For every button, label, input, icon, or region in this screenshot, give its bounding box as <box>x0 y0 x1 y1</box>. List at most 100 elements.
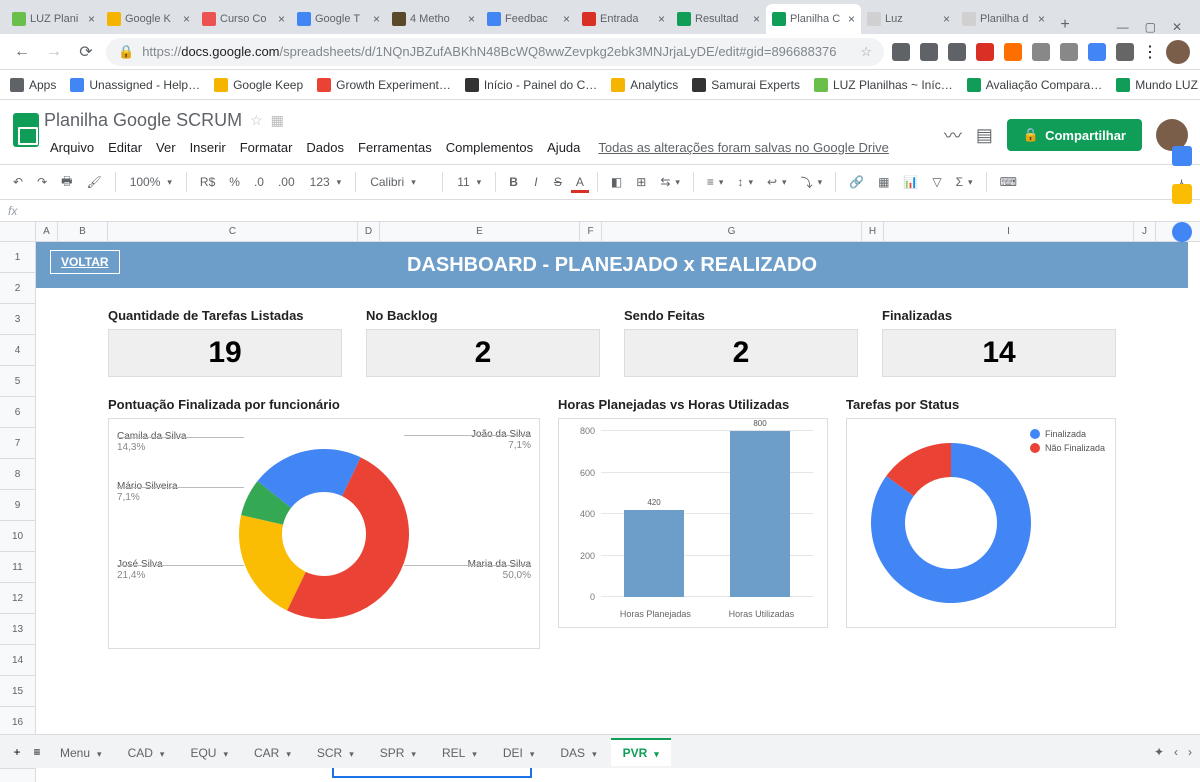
menu-item[interactable]: Ver <box>150 136 182 159</box>
column-header[interactable]: J <box>1134 222 1156 241</box>
menu-icon[interactable]: ⋮ <box>1142 42 1158 62</box>
strike-button[interactable]: S <box>549 171 567 193</box>
menu-item[interactable]: Complementos <box>440 136 539 159</box>
calendar-icon[interactable] <box>1172 146 1192 166</box>
column-header[interactable]: D <box>358 222 380 241</box>
tab-close-icon[interactable]: × <box>943 12 950 26</box>
tab-close-icon[interactable]: × <box>1038 12 1045 26</box>
browser-tab[interactable]: Google K× <box>101 4 196 34</box>
close-window-button[interactable]: ✕ <box>1172 20 1182 34</box>
bookmark-item[interactable]: Avaliação Compara… <box>967 78 1103 92</box>
row-header[interactable]: 8 <box>0 459 35 490</box>
font-size-select[interactable]: 11 <box>451 173 487 191</box>
browser-tab[interactable]: LUZ Plani× <box>6 4 101 34</box>
functions-button[interactable]: Σ <box>951 171 978 193</box>
filter-button[interactable]: ▽ <box>927 171 946 193</box>
row-header[interactable]: 10 <box>0 521 35 552</box>
explore-fab[interactable]: ✦ <box>1154 745 1164 759</box>
tab-close-icon[interactable]: × <box>88 12 95 26</box>
menu-item[interactable]: Inserir <box>184 136 232 159</box>
comment-button[interactable]: ▦ <box>873 171 894 193</box>
extension-icon[interactable] <box>1004 43 1022 61</box>
spreadsheet-grid[interactable]: 1234567891011121314151617 ABCDEFGHIJ VOL… <box>0 222 1200 782</box>
comments-icon[interactable]: ▤ <box>976 125 993 146</box>
extension-icon[interactable] <box>1116 43 1134 61</box>
tab-close-icon[interactable]: × <box>468 12 475 26</box>
reload-button[interactable]: ⟳ <box>74 40 98 64</box>
menu-item[interactable]: Ferramentas <box>352 136 438 159</box>
bookmark-item[interactable]: Mundo LUZ - Planil… <box>1116 78 1200 92</box>
cells-area[interactable]: ABCDEFGHIJ VOLTAR DASHBOARD - PLANEJADO … <box>36 222 1200 782</box>
bookmark-item[interactable]: Growth Experiment… <box>317 78 451 92</box>
sheet-tab[interactable]: DEI <box>491 738 547 766</box>
row-header[interactable]: 13 <box>0 614 35 645</box>
new-tab-button[interactable]: + <box>1051 16 1079 34</box>
url-input[interactable]: 🔒 https://docs.google.com/spreadsheets/d… <box>106 38 884 66</box>
browser-tab[interactable]: 4 Metho× <box>386 4 481 34</box>
column-header[interactable]: C <box>108 222 358 241</box>
decrease-decimal-button[interactable]: .0 <box>249 171 269 193</box>
extension-icon[interactable] <box>1060 43 1078 61</box>
menu-item[interactable]: Dados <box>300 136 350 159</box>
star-icon[interactable]: ☆ <box>860 44 872 60</box>
paint-format-button[interactable]: 🖌 <box>81 171 106 193</box>
browser-tab[interactable]: Planilha C× <box>766 4 861 34</box>
maximize-button[interactable]: ▢ <box>1145 20 1156 34</box>
borders-button[interactable]: ⊞ <box>631 171 651 193</box>
menu-item[interactable]: Ajuda <box>541 136 586 159</box>
row-header[interactable]: 3 <box>0 304 35 335</box>
column-header[interactable]: B <box>58 222 108 241</box>
browser-tab[interactable]: Entrada× <box>576 4 671 34</box>
redo-button[interactable]: ↷ <box>32 171 52 193</box>
italic-button[interactable]: I <box>527 171 545 193</box>
sheet-tab[interactable]: CAD <box>116 738 177 766</box>
halign-button[interactable]: ≡ <box>702 171 729 193</box>
row-header[interactable]: 11 <box>0 552 35 583</box>
column-header[interactable]: A <box>36 222 58 241</box>
folder-icon[interactable]: ▦ <box>271 112 284 129</box>
row-header[interactable]: 9 <box>0 490 35 521</box>
row-header[interactable]: 14 <box>0 645 35 676</box>
browser-tab[interactable]: Google T× <box>291 4 386 34</box>
row-header[interactable]: 2 <box>0 273 35 304</box>
extension-icon[interactable] <box>920 43 938 61</box>
extension-icon[interactable] <box>976 43 994 61</box>
explore-icon[interactable]: 〰 <box>944 122 962 148</box>
increase-decimal-button[interactable]: .00 <box>273 171 300 193</box>
bookmark-item[interactable]: Apps <box>10 78 56 92</box>
column-header[interactable]: I <box>884 222 1134 241</box>
link-button[interactable]: 🔗 <box>844 171 869 193</box>
sheet-tab[interactable]: Menu <box>48 738 114 766</box>
wrap-button[interactable]: ↩ <box>762 171 792 193</box>
tab-close-icon[interactable]: × <box>658 12 665 26</box>
valign-button[interactable]: ↕ <box>732 171 758 193</box>
bold-button[interactable]: B <box>504 171 523 193</box>
percent-button[interactable]: % <box>224 171 245 193</box>
sheet-tab[interactable]: CAR <box>242 738 303 766</box>
sheet-tab[interactable]: REL <box>430 738 489 766</box>
fill-color-button[interactable]: ◧ <box>606 171 627 193</box>
add-sheet-button[interactable]: + <box>8 741 26 763</box>
sheet-tab[interactable]: PVR <box>611 738 671 766</box>
row-header[interactable]: 7 <box>0 428 35 459</box>
menu-item[interactable]: Formatar <box>234 136 299 159</box>
menu-item[interactable]: Editar <box>102 136 148 159</box>
browser-tab[interactable]: Feedbac× <box>481 4 576 34</box>
sheets-logo-icon[interactable] <box>8 106 44 154</box>
row-header[interactable]: 5 <box>0 366 35 397</box>
number-format-select[interactable]: 123 <box>304 173 348 191</box>
formula-bar[interactable]: fx <box>0 200 1200 222</box>
bookmark-item[interactable]: Analytics <box>611 78 678 92</box>
font-select[interactable]: Calibri <box>364 173 434 191</box>
extension-icon[interactable] <box>892 43 910 61</box>
rotate-button[interactable]: ⤵ <box>796 170 828 195</box>
row-header[interactable]: 1 <box>0 242 35 273</box>
browser-tab[interactable]: Resultad× <box>671 4 766 34</box>
column-header[interactable]: E <box>380 222 580 241</box>
merge-button[interactable]: ⇆ <box>655 171 685 193</box>
tab-close-icon[interactable]: × <box>848 12 855 26</box>
column-header[interactable]: F <box>580 222 602 241</box>
keyboard-button[interactable]: ⌨ <box>995 171 1022 193</box>
undo-button[interactable]: ↶ <box>8 171 28 193</box>
text-color-button[interactable]: A <box>571 171 589 193</box>
